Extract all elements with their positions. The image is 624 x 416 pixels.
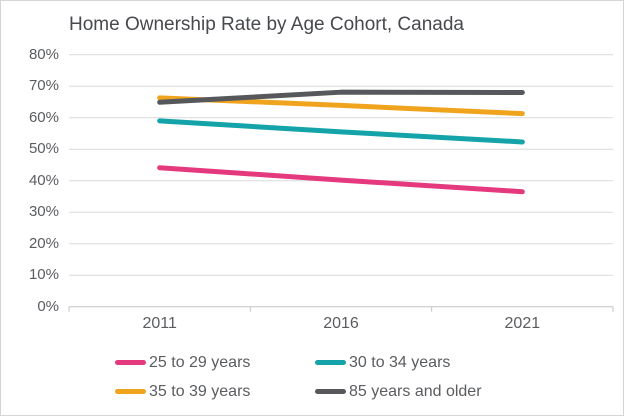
y-tick-label: 0% <box>37 297 59 315</box>
legend-swatch-icon <box>315 389 346 394</box>
y-tick-label: 60% <box>28 108 59 126</box>
x-tick-label: 2011 <box>142 315 177 332</box>
legend-label: 25 to 29 years <box>149 354 251 371</box>
legend-swatch-icon <box>115 389 146 394</box>
legend-swatch-icon <box>115 360 146 365</box>
y-tick-label: 50% <box>28 140 59 158</box>
y-tick-label: 20% <box>28 234 59 252</box>
chart-legend: 25 to 29 years 30 to 34 years 35 to 39 yea… <box>115 353 482 401</box>
x-tick-label: 2016 <box>323 315 359 332</box>
series-line-25-to-29-years <box>157 165 525 195</box>
y-tick-label: 80% <box>28 45 59 63</box>
series-line-30-to-34-years <box>157 118 525 145</box>
y-tick-label: 30% <box>28 203 59 221</box>
series-line-85-years-and-older <box>157 89 525 105</box>
x-tick-label: 2021 <box>504 315 541 332</box>
legend-item-25-to-29-years: 25 to 29 years <box>115 353 315 372</box>
legend-item-85-years-and-older: 85 years and older <box>315 382 482 401</box>
legend-label: 35 to 39 years <box>149 383 251 400</box>
legend-item-30-to-34-years: 30 to 34 years <box>315 353 482 372</box>
legend-label: 30 to 34 years <box>349 354 451 371</box>
legend-label: 85 years and older <box>349 383 482 400</box>
y-tick-label: 70% <box>28 77 59 95</box>
legend-swatch-icon <box>315 360 346 365</box>
y-tick-label: 40% <box>28 171 59 189</box>
legend-item-35-to-39-years: 35 to 39 years <box>115 382 315 401</box>
y-tick-label: 10% <box>28 266 59 284</box>
chart-title: Home Ownership Rate by Age Cohort, Canad… <box>69 14 464 35</box>
